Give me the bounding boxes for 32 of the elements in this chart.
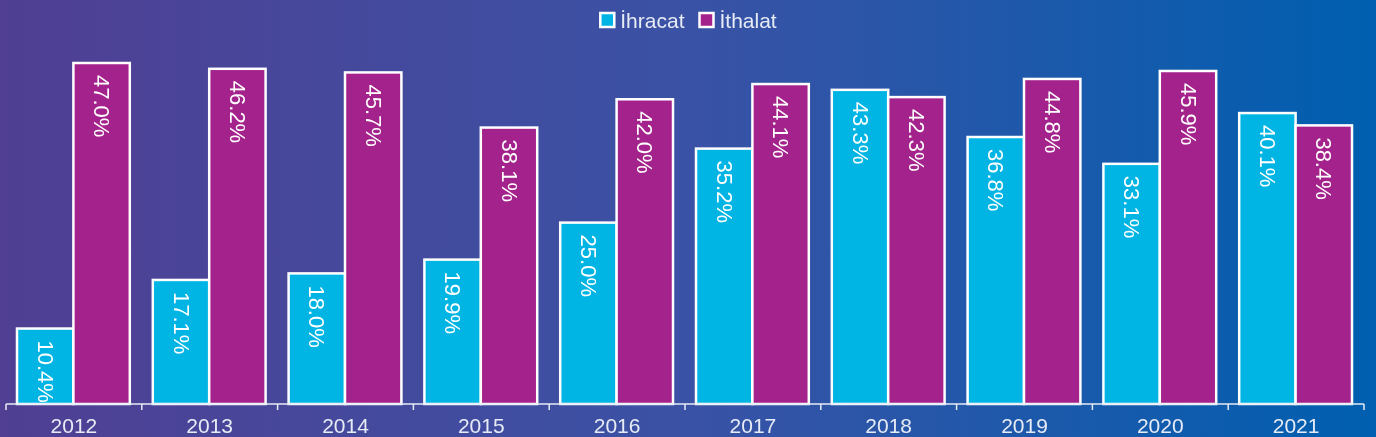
data-label: 42.0% (632, 111, 658, 174)
data-label: 38.1% (496, 139, 522, 202)
data-label: 45.9% (1175, 82, 1201, 146)
data-label: 44.8% (1039, 90, 1065, 154)
x-tick-label: 2014 (322, 413, 370, 437)
data-label: 45.7% (360, 84, 386, 147)
x-tick-label: 2013 (186, 413, 234, 437)
data-label: 40.1% (1254, 125, 1280, 188)
x-tick-label: 2015 (457, 413, 505, 437)
x-tick-label: 2016 (593, 413, 641, 437)
data-label: 44.1% (768, 96, 794, 159)
legend-label: İhracat (620, 8, 685, 32)
data-label: 47.0% (89, 75, 115, 138)
data-label: 19.9% (440, 271, 466, 335)
x-tick-label: 2021 (1272, 413, 1320, 437)
x-tick-label: 2012 (50, 413, 98, 437)
data-label: 18.0% (304, 285, 330, 348)
x-tick-label: 2018 (865, 413, 913, 437)
data-label: 36.8% (983, 149, 1009, 212)
data-label: 43.3% (847, 101, 873, 165)
data-label: 25.0% (575, 234, 601, 298)
x-tick-label: 2019 (1001, 413, 1048, 437)
data-label: 10.4% (32, 340, 58, 403)
data-label: 46.2% (224, 80, 250, 144)
data-label: 33.1% (1119, 175, 1145, 239)
x-tick-label: 2017 (729, 413, 777, 437)
x-tick-label: 2020 (1136, 413, 1184, 437)
data-label: 42.3% (903, 109, 929, 172)
data-label: 35.2% (711, 160, 737, 223)
data-label: 17.1% (168, 291, 194, 355)
data-label: 38.4% (1311, 137, 1337, 200)
legend-label: İthalat (719, 8, 777, 32)
